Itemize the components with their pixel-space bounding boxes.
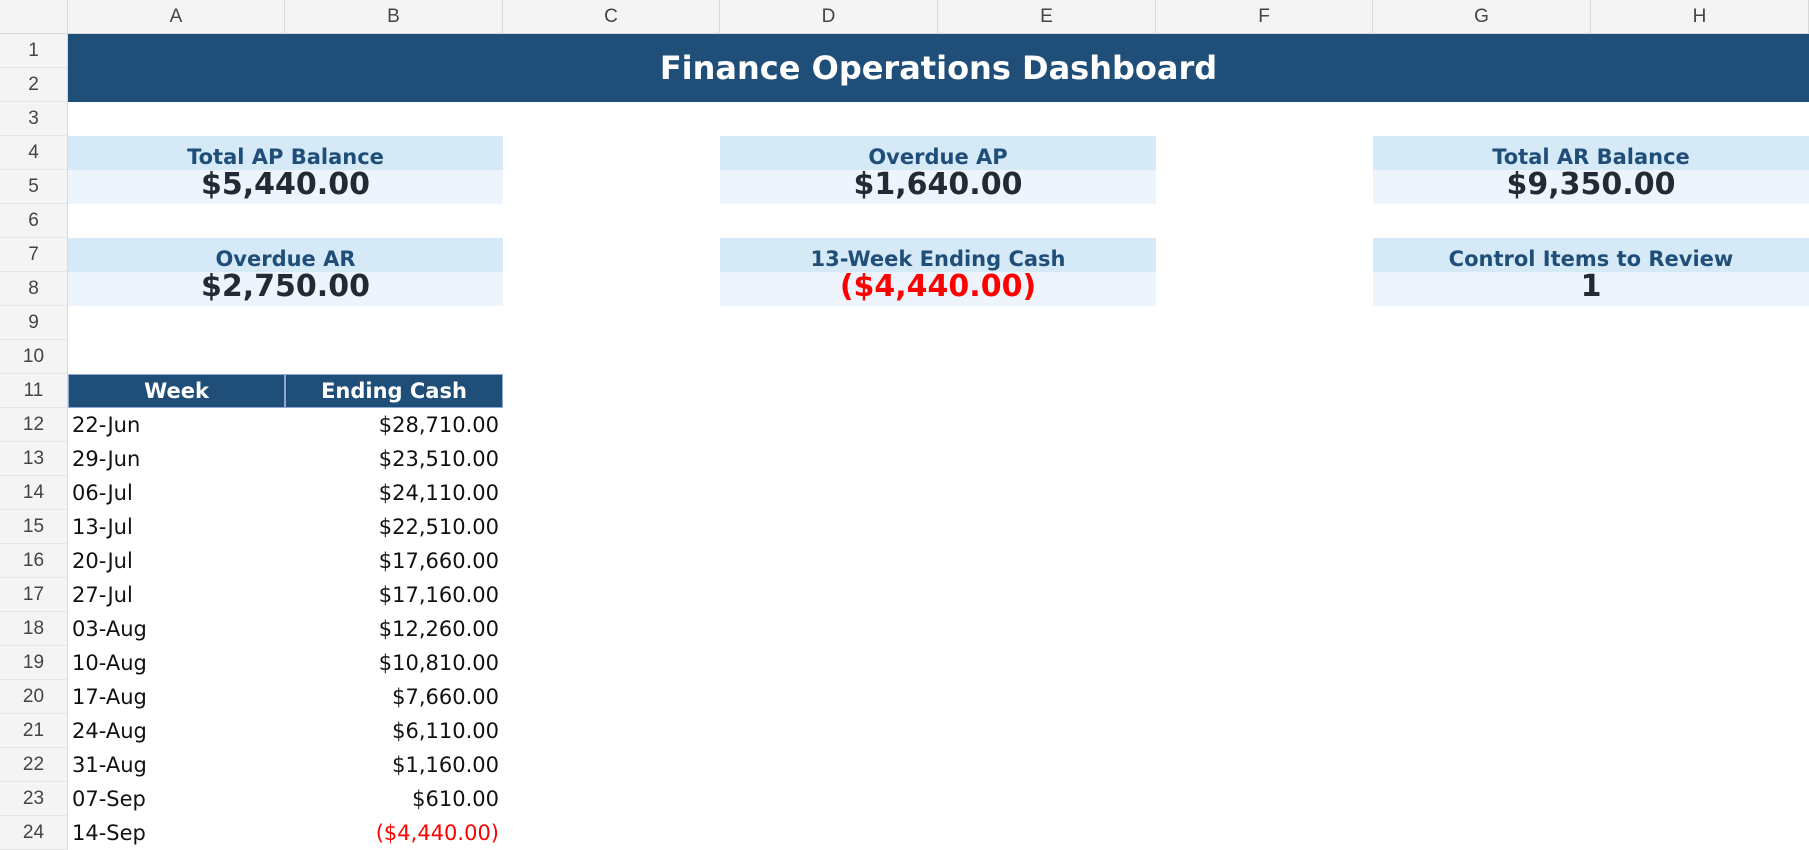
row-header[interactable]: 23 (0, 782, 68, 816)
table-header-week: Week (68, 374, 285, 408)
kpi-value-overdue-ap: $1,640.00 (720, 170, 1156, 204)
column-header-c[interactable]: C (503, 0, 720, 34)
row-header[interactable]: 3 (0, 102, 68, 136)
table-cell-week[interactable]: 17-Aug (72, 685, 147, 709)
row-header[interactable]: 19 (0, 646, 68, 680)
table-cell-week[interactable]: 06-Jul (72, 481, 133, 505)
table-cell-cash[interactable]: $1,160.00 (392, 753, 499, 777)
column-header-d[interactable]: D (720, 0, 938, 34)
row-header[interactable]: 12 (0, 408, 68, 442)
kpi-label-overdue-ap: Overdue AP (720, 136, 1156, 170)
table-cell-week[interactable]: 24-Aug (72, 719, 147, 743)
row-header[interactable]: 14 (0, 476, 68, 510)
kpi-value-ending-cash: ($4,440.00) (720, 272, 1156, 306)
row-header[interactable]: 11 (0, 374, 68, 408)
table-cell-cash[interactable]: $12,260.00 (378, 617, 499, 641)
table-cell-cash[interactable]: $10,810.00 (378, 651, 499, 675)
column-header-e[interactable]: E (938, 0, 1156, 34)
column-header-f[interactable]: F (1156, 0, 1373, 34)
kpi-value-total-ap: $5,440.00 (68, 170, 503, 204)
row-header[interactable]: 13 (0, 442, 68, 476)
row-header[interactable]: 21 (0, 714, 68, 748)
kpi-value-control-items: 1 (1373, 272, 1809, 306)
table-cell-week[interactable]: 13-Jul (72, 515, 133, 539)
table-cell-week[interactable]: 31-Aug (72, 753, 147, 777)
column-header-a[interactable]: A (68, 0, 285, 34)
select-all-corner[interactable] (0, 0, 68, 34)
row-header[interactable]: 24 (0, 816, 68, 850)
table-cell-week[interactable]: 10-Aug (72, 651, 147, 675)
row-header[interactable]: 2 (0, 68, 68, 102)
table-cell-cash[interactable]: $17,160.00 (378, 583, 499, 607)
table-header-ending-cash: Ending Cash (285, 374, 503, 408)
kpi-value-total-ar: $9,350.00 (1373, 170, 1809, 204)
table-cell-cash[interactable]: $7,660.00 (392, 685, 499, 709)
dashboard-title: Finance Operations Dashboard (68, 34, 1809, 102)
kpi-value-overdue-ar: $2,750.00 (68, 272, 503, 306)
row-header[interactable]: 16 (0, 544, 68, 578)
table-cell-week[interactable]: 20-Jul (72, 549, 133, 573)
table-cell-cash[interactable]: $28,710.00 (378, 413, 499, 437)
table-cell-week[interactable]: 03-Aug (72, 617, 147, 641)
row-header[interactable]: 9 (0, 306, 68, 340)
table-cell-cash[interactable]: $22,510.00 (378, 515, 499, 539)
kpi-label-total-ar: Total AR Balance (1373, 136, 1809, 170)
table-cell-cash[interactable]: $610.00 (412, 787, 499, 811)
kpi-label-control-items: Control Items to Review (1373, 238, 1809, 272)
table-cell-cash[interactable]: $24,110.00 (378, 481, 499, 505)
row-header[interactable]: 7 (0, 238, 68, 272)
table-cell-week[interactable]: 14-Sep (72, 821, 146, 845)
kpi-label-overdue-ar: Overdue AR (68, 238, 503, 272)
table-cell-cash[interactable]: $6,110.00 (392, 719, 499, 743)
row-header[interactable]: 4 (0, 136, 68, 170)
kpi-label-ending-cash: 13-Week Ending Cash (720, 238, 1156, 272)
row-header[interactable]: 20 (0, 680, 68, 714)
table-cell-cash[interactable]: ($4,440.00) (375, 821, 499, 845)
table-cell-cash[interactable]: $17,660.00 (378, 549, 499, 573)
kpi-label-total-ap: Total AP Balance (68, 136, 503, 170)
row-header[interactable]: 5 (0, 170, 68, 204)
row-header[interactable]: 6 (0, 204, 68, 238)
row-header[interactable]: 22 (0, 748, 68, 782)
column-header-h[interactable]: H (1591, 0, 1809, 34)
column-header-g[interactable]: G (1373, 0, 1591, 34)
row-header[interactable]: 15 (0, 510, 68, 544)
row-header[interactable]: 17 (0, 578, 68, 612)
table-cell-week[interactable]: 27-Jul (72, 583, 133, 607)
row-header[interactable]: 18 (0, 612, 68, 646)
row-header[interactable]: 1 (0, 34, 68, 68)
table-cell-week[interactable]: 22-Jun (72, 413, 141, 437)
column-header-b[interactable]: B (285, 0, 503, 34)
table-cell-cash[interactable]: $23,510.00 (378, 447, 499, 471)
row-header[interactable]: 10 (0, 340, 68, 374)
row-header[interactable]: 8 (0, 272, 68, 306)
table-cell-week[interactable]: 07-Sep (72, 787, 146, 811)
table-cell-week[interactable]: 29-Jun (72, 447, 141, 471)
